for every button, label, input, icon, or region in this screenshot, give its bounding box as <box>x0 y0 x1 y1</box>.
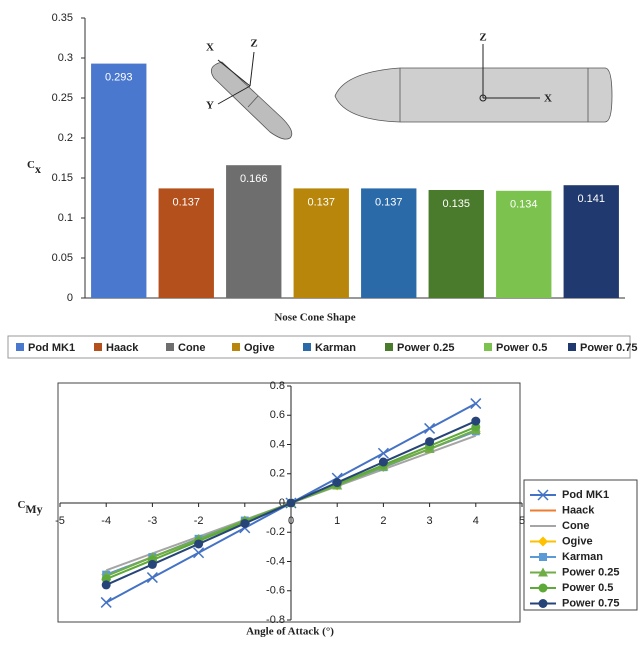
y-tick-label: 0.25 <box>52 92 73 104</box>
y-tick-label: 0.4 <box>270 438 285 450</box>
data-label: 0.293 <box>105 72 133 84</box>
legend-label: Power 0.5 <box>562 582 613 594</box>
axis-title: Cx <box>27 159 41 176</box>
y-tick-label: 0 <box>67 292 73 304</box>
x-tick-label: 3 <box>427 515 433 527</box>
legend-swatch <box>484 343 492 351</box>
legend-swatch <box>385 343 393 351</box>
legend-label: Karman <box>562 551 603 563</box>
side-pod <box>335 44 612 122</box>
tilted-pod <box>211 52 291 139</box>
marker <box>240 519 249 528</box>
x-tick-label: -4 <box>101 515 111 527</box>
legend-swatch <box>166 343 174 351</box>
marker <box>148 560 157 569</box>
diagram-label: Z <box>250 38 257 50</box>
legend-swatch <box>303 343 311 351</box>
axis-title-sub: My <box>25 502 42 516</box>
data-label: 0.134 <box>510 199 538 211</box>
y-tick-label: -0.4 <box>266 555 285 567</box>
legend-swatch <box>232 343 240 351</box>
data-label: 0.137 <box>375 196 403 208</box>
marker <box>425 437 434 446</box>
marker <box>538 537 548 547</box>
y-tick-label: 0.6 <box>270 409 285 421</box>
x-tick-label: 5 <box>519 515 525 527</box>
legend-swatch <box>94 343 102 351</box>
legend-label: Power 0.75 <box>580 342 637 354</box>
x-tick-label: -2 <box>194 515 204 527</box>
legend-label: Cone <box>562 520 590 532</box>
axis-title-main: C <box>17 499 25 511</box>
y-tick-label: 0.2 <box>58 132 73 144</box>
y-tick-label: 0.2 <box>270 468 285 480</box>
legend-label: Power 0.5 <box>496 342 547 354</box>
diagram-label: Y <box>206 100 214 112</box>
x-tick-label: 2 <box>380 515 386 527</box>
legend-swatch <box>568 343 576 351</box>
data-label: 0.135 <box>442 198 470 210</box>
marker <box>379 458 388 467</box>
x-axis-title: Angle of Attack (°) <box>246 626 334 638</box>
axis-title-sub: x <box>35 162 41 176</box>
legend-label: Power 0.25 <box>397 342 454 354</box>
y-tick-label: -0.2 <box>266 526 285 538</box>
marker <box>539 599 548 608</box>
diagram-label: X <box>206 42 214 54</box>
legend-label: Ogive <box>562 535 593 547</box>
marker <box>101 597 111 607</box>
x-tick-label: 0 <box>288 515 294 527</box>
axis-title-main: C <box>27 159 35 171</box>
data-label: 0.137 <box>172 196 200 208</box>
y-tick-label: 0.35 <box>52 12 73 24</box>
marker <box>539 584 548 593</box>
y-tick-label: 0.1 <box>58 212 73 224</box>
y-tick-label: 0.15 <box>52 172 73 184</box>
legend-label: Pod MK1 <box>562 489 609 501</box>
axis-title: CMy <box>17 499 42 516</box>
x-tick-label: -5 <box>55 515 65 527</box>
x-tick-label: -3 <box>148 515 158 527</box>
legend-label: Ogive <box>244 342 275 354</box>
marker <box>287 499 296 508</box>
diagram-label: X <box>544 93 552 105</box>
figure: 00.050.10.150.20.250.30.350.2930.1370.16… <box>0 0 639 640</box>
y-tick-label: 0.3 <box>58 52 73 64</box>
legend-label: Haack <box>562 504 595 516</box>
legend-label: Karman <box>315 342 356 354</box>
data-label: 0.141 <box>577 193 605 205</box>
marker <box>102 580 111 589</box>
legend-label: Power 0.75 <box>562 597 619 609</box>
x-tick-label: 4 <box>473 515 479 527</box>
marker <box>471 417 480 426</box>
marker <box>194 548 204 558</box>
marker <box>194 539 203 548</box>
legend-label: Pod MK1 <box>28 342 75 354</box>
legend-swatch <box>16 343 24 351</box>
legend-label: Cone <box>178 342 206 354</box>
y-tick-label: -0.8 <box>266 614 285 626</box>
bar <box>226 165 281 298</box>
marker <box>378 448 388 458</box>
marker <box>539 553 547 561</box>
legend-label: Haack <box>106 342 139 354</box>
diagram-label: Z <box>479 32 486 44</box>
y-tick-label: 0.05 <box>52 252 73 264</box>
data-label: 0.137 <box>307 196 335 208</box>
y-tick-label: -0.6 <box>266 585 285 597</box>
x-tick-label: 1 <box>334 515 340 527</box>
marker <box>425 423 435 433</box>
data-label: 0.166 <box>240 173 268 185</box>
legend-label: Power 0.25 <box>562 566 619 578</box>
marker <box>471 399 481 409</box>
bar <box>91 64 146 298</box>
marker <box>147 573 157 583</box>
x-axis-title: Nose Cone Shape <box>274 312 355 324</box>
marker <box>333 478 342 487</box>
y-tick-label: 0.8 <box>270 380 285 392</box>
